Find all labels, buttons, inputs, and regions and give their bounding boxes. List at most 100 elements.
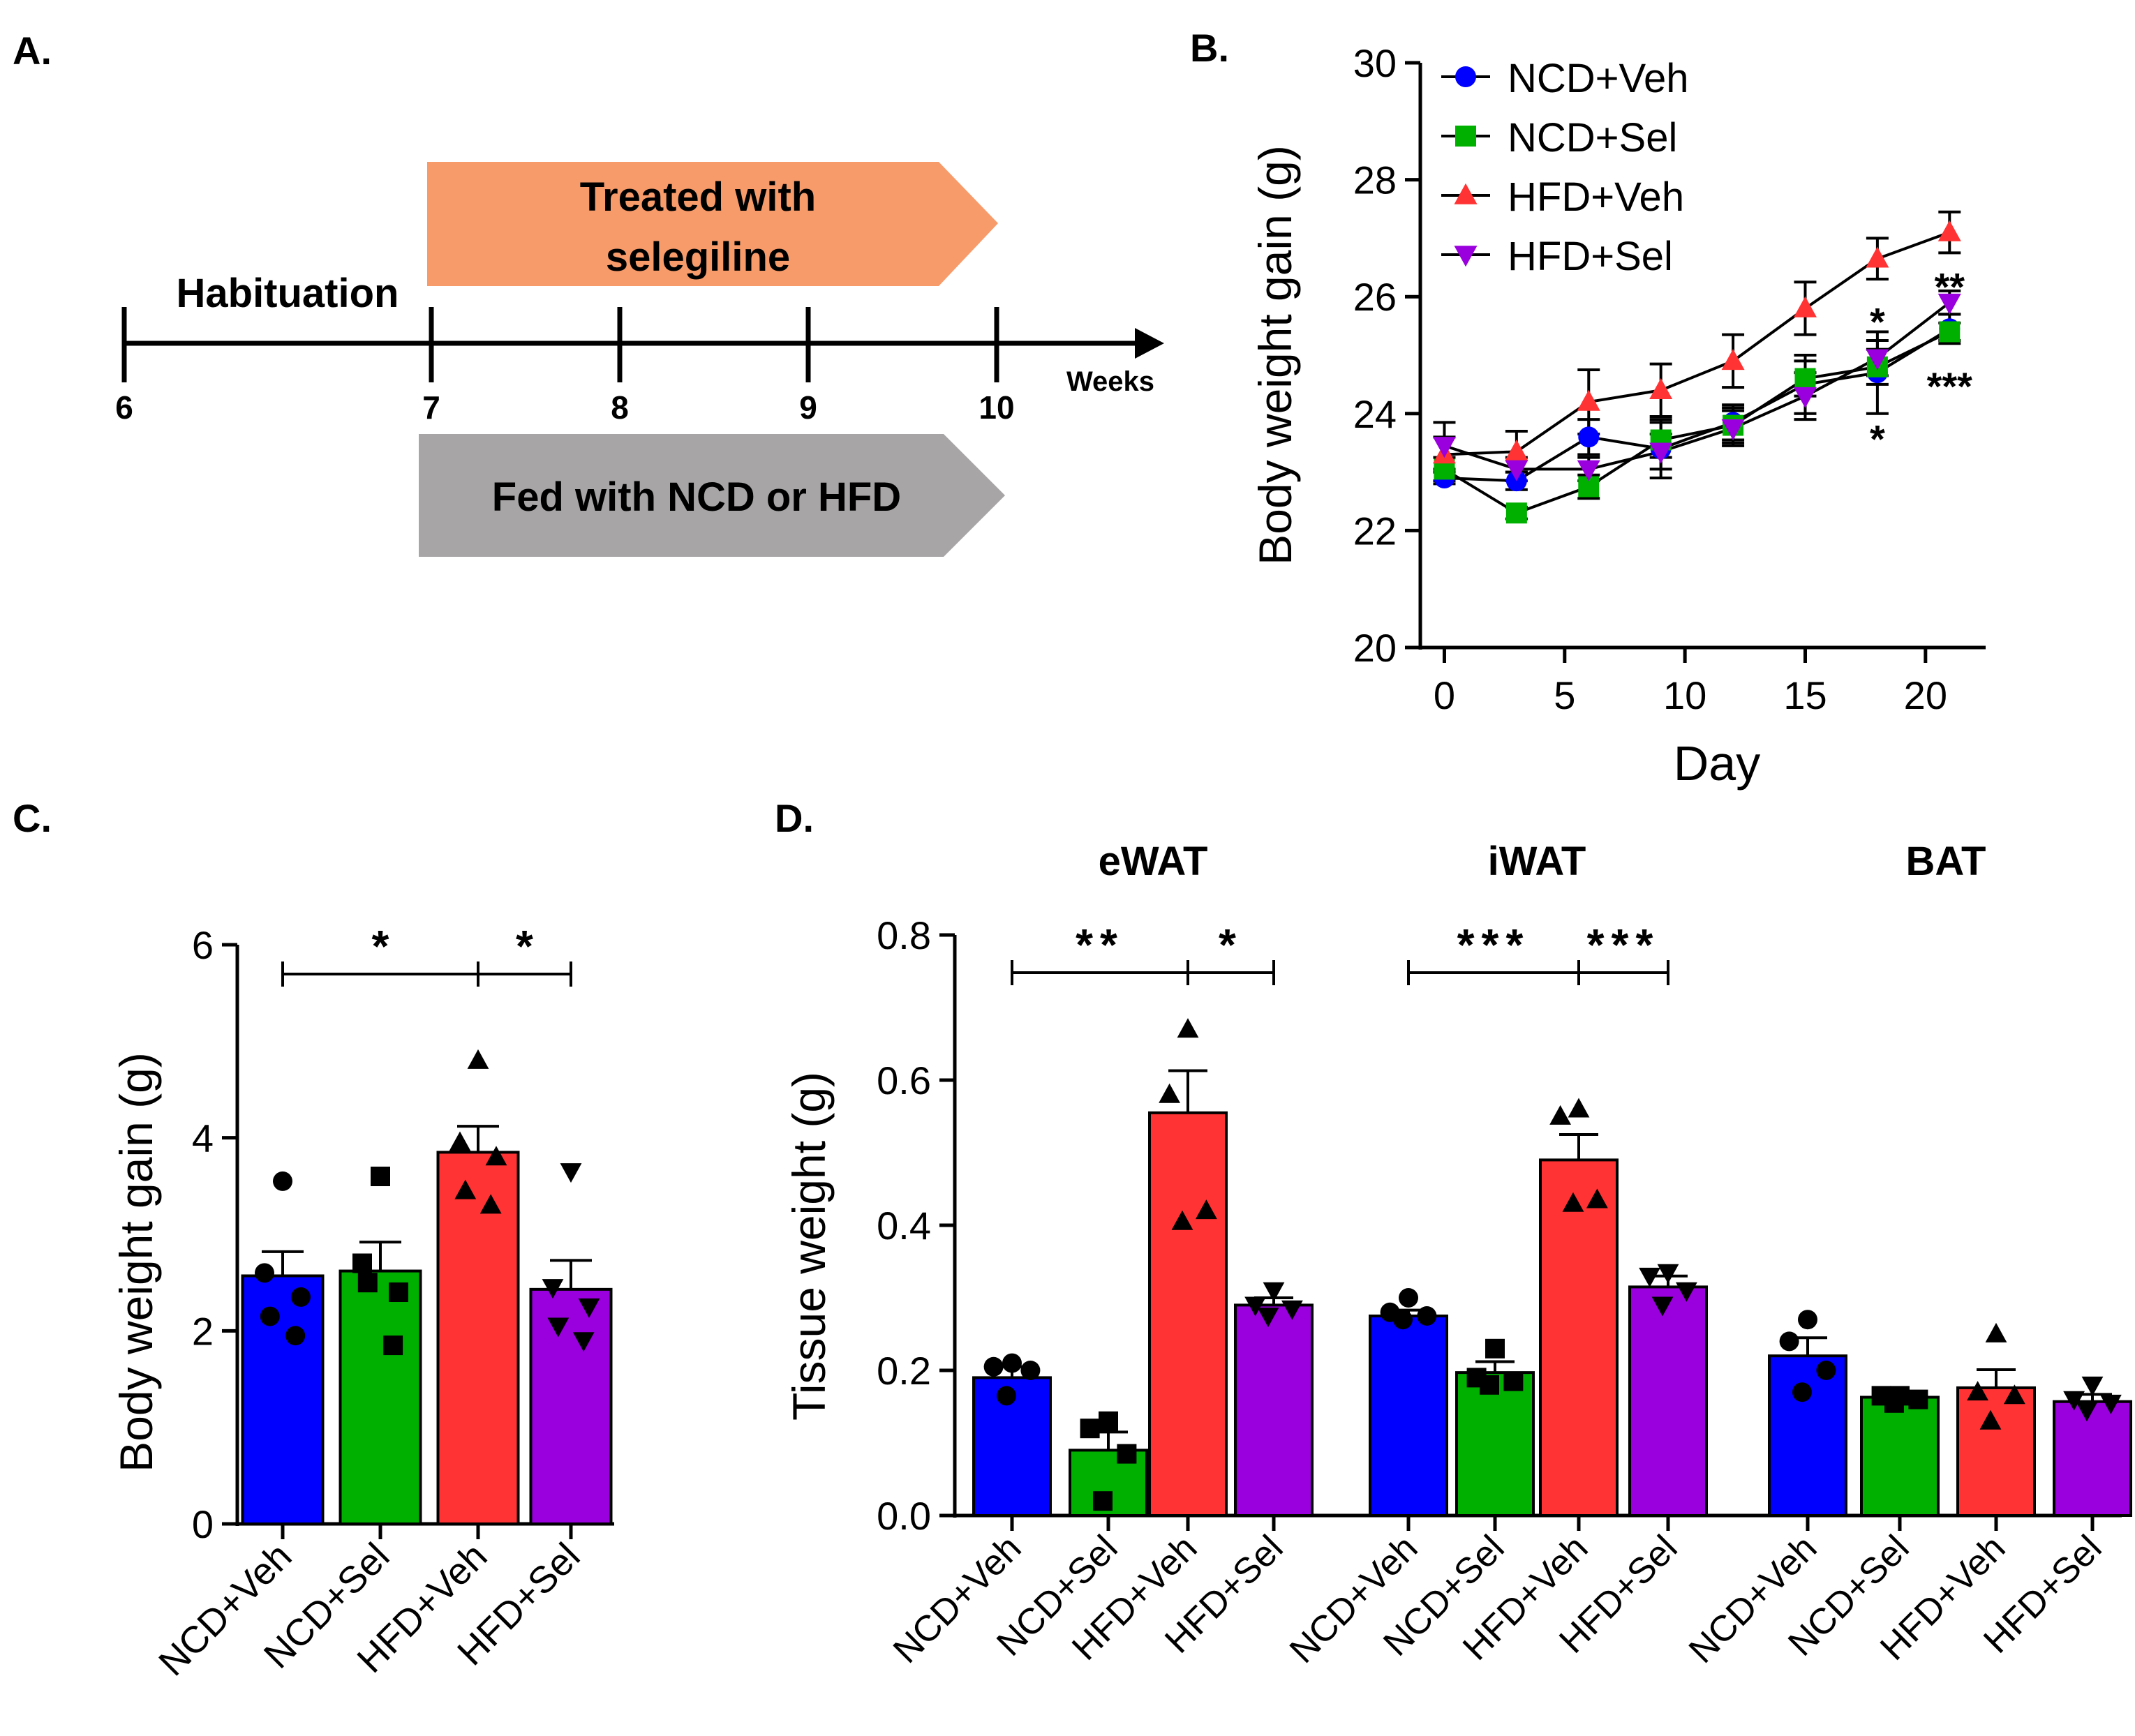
b-point-HFD+Sel [1577,460,1600,481]
c-bar-HFD+Sel [529,1287,613,1525]
d-y-axis-label: Tissue weight (g) [783,1072,835,1421]
c-data-point [273,1171,292,1191]
b-y-tick-label: 20 [1353,626,1397,670]
d-data-point [1792,1382,1812,1402]
c-data-point [578,1298,600,1318]
d-data-point [1417,1306,1437,1326]
d-data-point [1020,1361,1041,1380]
c-data-point [260,1306,280,1326]
d-data-point [1480,1375,1499,1395]
d-y-tick-label: 0.4 [877,1204,931,1248]
timeline-arrowhead [1135,328,1164,359]
c-y-axis-label: Body weight gain (g) [110,1052,162,1472]
c-bar-HFD+Veh [436,1151,520,1525]
d-bar-iWAT-HFD+Sel [1628,1285,1708,1518]
b-significance-mark: ** [1935,264,1965,308]
b-point-HFD+Sel [1866,349,1889,371]
c-data-point [467,1049,489,1069]
c-data-point [454,1179,477,1199]
b-point-HFD+Veh [1866,246,1889,268]
c-significance-mark: * [516,921,533,971]
b-significance-mark: * [1870,417,1885,461]
d-data-point [1503,1371,1524,1391]
d-group-title-BAT: BAT [1906,839,1986,884]
c-y-tick-label: 4 [192,1116,214,1160]
c-data-point [357,1273,378,1293]
b-legend-label: HFD+Veh [1508,174,1684,220]
d-data-point [1281,1300,1303,1320]
d-data-point [1639,1267,1660,1287]
d-data-point [2004,1384,2025,1405]
d-data-point [1177,1018,1199,1038]
week-tick-label: 7 [422,389,440,426]
c-data-point [285,1326,306,1346]
d-y-tick-label: 0.8 [877,913,931,957]
b-point-HFD+Veh [1793,296,1817,317]
d-data-point [1568,1098,1590,1118]
week-tick-label: 9 [799,389,817,426]
d-bar-BAT-HFD+Veh [1956,1386,2036,1517]
d-data-point [1244,1296,1266,1317]
c-y-tick-label: 2 [192,1309,214,1353]
d-data-point [1676,1282,1697,1302]
b-x-tick-label: 10 [1663,673,1706,717]
weeks-axis-label: Weeks [1066,366,1154,397]
b-point-HFD+Veh [1721,349,1745,371]
week-tick-label: 6 [115,389,133,426]
b-y-tick-label: 22 [1353,509,1397,553]
c-data-point [389,1282,408,1302]
c-data-point [479,1194,502,1214]
d-data-point [1002,1353,1022,1373]
b-point-NCD+Veh [1578,426,1600,448]
fed-arrow [419,434,1005,557]
b-significance-mark: *** [1927,364,1973,408]
b-point-HFD+Sel [1937,293,1961,315]
d-data-point [1979,1409,2002,1430]
d-data-point [1816,1361,1836,1380]
d-data-point [1651,1296,1674,1317]
c-data-point [255,1263,274,1283]
d-data-point [1263,1282,1285,1302]
c-data-point [560,1163,582,1183]
d-y-tick-label: 0.0 [877,1494,931,1538]
d-bar-eWAT-HFD+Veh [1148,1111,1228,1518]
d-significance-mark: * [1219,920,1243,970]
d-data-point [1798,1310,1817,1330]
b-series-line-HFD+Veh [1444,231,1950,456]
c-data-point [352,1253,372,1273]
d-significance-mark: *** [1457,920,1531,970]
b-y-tick-label: 26 [1353,275,1397,319]
d-y-tick-label: 0.6 [877,1058,931,1102]
b-point-HFD+Sel [1432,437,1456,458]
b-legend-marker-NCD+Sel [1455,126,1476,147]
panel-a: A. Treated with selegiline Habituation 6… [13,29,1164,557]
c-data-point [547,1317,570,1338]
treated-label-line2: selegiline [606,234,790,280]
b-y-tick-label: 30 [1353,41,1397,85]
c-data-point [383,1335,403,1356]
panel-label-c: C. [13,796,52,840]
c-data-point [542,1279,564,1299]
d-data-point [997,1386,1016,1406]
d-data-point [1967,1381,1988,1401]
b-point-NCD+Sel [1939,321,1961,343]
c-data-point [485,1146,507,1166]
fed-label: Fed with NCD or HFD [492,474,901,520]
b-significance-mark: * [1870,300,1885,344]
b-point-NCD+Sel [1505,502,1527,524]
b-x-axis-label: Day [1674,736,1760,791]
c-y-tick-label: 0 [192,1502,214,1546]
d-data-point [1257,1308,1279,1328]
c-bar-NCD+Sel [339,1269,422,1525]
b-legend-label: NCD+Sel [1508,115,1677,160]
c-data-point [291,1287,311,1307]
b-y-tick-label: 24 [1353,392,1397,436]
d-data-point [1093,1491,1113,1511]
week-tick-label: 10 [979,389,1014,426]
d-bar-iWAT-NCD+Veh [1369,1315,1448,1517]
d-data-point [1196,1199,1217,1220]
